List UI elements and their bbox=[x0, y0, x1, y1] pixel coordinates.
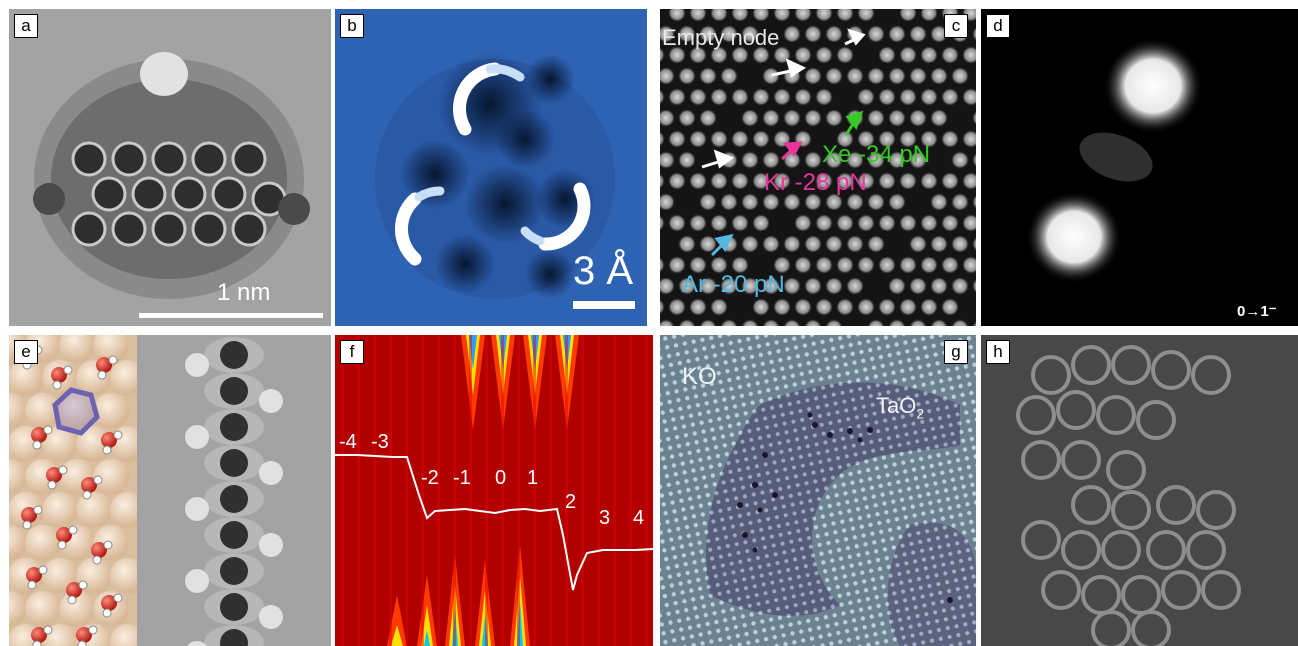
panel-label-c: c bbox=[944, 14, 968, 38]
spectroscopy-map bbox=[335, 335, 653, 646]
noble-gas-lattice-image bbox=[660, 9, 976, 326]
afm-molecule-image bbox=[9, 9, 331, 326]
panel-d: d 0→1⁻ bbox=[981, 9, 1298, 326]
panel-label-g: g bbox=[944, 340, 968, 364]
step-label: 1 bbox=[527, 467, 539, 489]
tao2-text: TaO bbox=[876, 393, 917, 418]
panel-label-a: a bbox=[14, 14, 38, 38]
empty-node-label: Empty node bbox=[662, 25, 780, 50]
panel-f: f -4 -3 -2 -1 0 1 2 3 4 bbox=[335, 335, 653, 646]
ar-label: Ar -20 pN bbox=[682, 271, 785, 298]
scale-bar-label: 1 nm bbox=[217, 279, 271, 306]
colorbar-label: 0→1⁻ bbox=[1237, 303, 1277, 320]
xe-label: Xe -34 pN bbox=[822, 141, 931, 168]
arrow-icon bbox=[701, 28, 866, 169]
tao2-label: TaO2 bbox=[876, 393, 924, 421]
step-label: -1 bbox=[453, 467, 471, 489]
scale-bar bbox=[573, 301, 635, 309]
panel-label-f: f bbox=[340, 340, 364, 364]
ring-network-image bbox=[981, 335, 1298, 646]
panel-label-b: b bbox=[340, 14, 364, 38]
panel-c: c Empty node Xe -34 pN Kr -28 pN Ar -20 … bbox=[660, 9, 976, 326]
panel-a: a 1 nm bbox=[9, 9, 331, 326]
scale-bar bbox=[139, 313, 323, 318]
orbital-image bbox=[981, 9, 1298, 326]
step-label: -3 bbox=[371, 431, 389, 453]
step-label: 2 bbox=[565, 491, 577, 513]
step-label: 4 bbox=[633, 507, 645, 529]
stm-molecule-image bbox=[335, 9, 647, 326]
step-label: -2 bbox=[421, 467, 439, 489]
step-label: 0 bbox=[495, 467, 507, 489]
water-chain-model bbox=[9, 335, 331, 646]
step-label: -4 bbox=[339, 431, 357, 453]
surface-reconstruction-image bbox=[660, 335, 976, 646]
panel-h: h bbox=[981, 335, 1298, 646]
ko-label: KO bbox=[682, 363, 717, 390]
step-label: 3 bbox=[599, 507, 611, 529]
kr-label: Kr -28 pN bbox=[764, 169, 867, 196]
charge-step-trace bbox=[335, 454, 653, 591]
panel-label-d: d bbox=[986, 14, 1010, 38]
panel-e: e bbox=[9, 335, 331, 646]
scale-bar-label: 3 Å bbox=[573, 249, 634, 293]
panel-g: g KO TaO2 bbox=[660, 335, 976, 646]
panel-label-e: e bbox=[14, 340, 38, 364]
panel-label-h: h bbox=[986, 340, 1010, 364]
tao2-subscript: 2 bbox=[916, 405, 925, 422]
panel-b: b 3 Å bbox=[335, 9, 647, 326]
